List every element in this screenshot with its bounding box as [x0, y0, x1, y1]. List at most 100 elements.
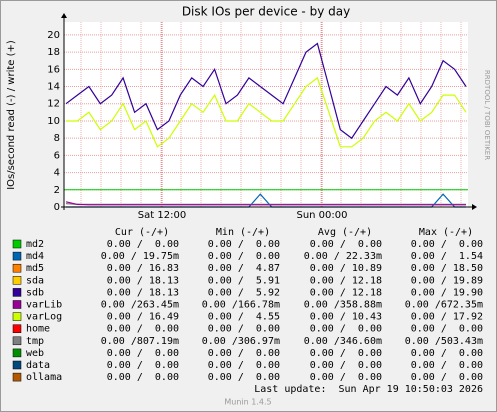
- legend-cell: 0.00 / 0.00: [208, 360, 280, 371]
- legend-cell: 0.00 /503.43m: [405, 336, 483, 347]
- legend-swatch: [12, 288, 22, 297]
- arrow: [472, 204, 477, 210]
- legend-name: md2: [26, 239, 44, 250]
- legend-cell: 0.00 / 10.43: [310, 312, 382, 323]
- legend-cell: 0.00 / 0.00: [310, 239, 382, 250]
- legend-cell: 0.00 /166.78m: [202, 300, 280, 311]
- legend-name: md5: [26, 263, 44, 274]
- legend-name: data: [26, 360, 50, 371]
- legend-cell: 0.00 / 0.00: [107, 360, 179, 371]
- legend-header: Cur (-/+): [115, 227, 169, 238]
- legend-cell: 0.00 / 0.00: [310, 360, 382, 371]
- legend-cell: 0.00 / 0.00: [208, 251, 280, 262]
- legend-cell: 0.00 / 4.87: [208, 263, 280, 274]
- legend-name: tmp: [26, 336, 44, 347]
- legend-cell: 0.00 / 0.00: [107, 239, 179, 250]
- legend-cell: 0.00 / 0.00: [411, 372, 483, 383]
- x-tick-label: Sat 12:00: [138, 210, 186, 221]
- legend-name: varLib: [26, 300, 62, 311]
- legend-cell: 0.00 / 1.54: [411, 251, 483, 262]
- series-line: [65, 201, 466, 206]
- legend-cell: 0.00 /807.19m: [101, 336, 179, 347]
- legend-cell: 0.00 /346.60m: [304, 336, 382, 347]
- legend-cell: 0.00 / 18.13: [107, 275, 179, 286]
- series-line: [66, 76, 467, 148]
- legend-cell: 0.00 / 0.00: [310, 348, 382, 359]
- legend-cell: 0.00 / 10.89: [310, 263, 382, 274]
- legend-cell: 0.00 / 0.00: [310, 324, 382, 335]
- legend-cell: 0.00 /306.97m: [202, 336, 280, 347]
- arrow: [61, 13, 67, 18]
- y-tick-label: 0: [54, 202, 60, 213]
- legend-name: sdb: [26, 287, 44, 298]
- legend-cell: 0.00 / 17.92: [411, 312, 483, 323]
- legend-swatch: [12, 360, 22, 370]
- legend-cell: 0.00 /263.45m: [101, 300, 179, 311]
- y-tick-label: 14: [47, 82, 60, 93]
- legend-cell: 0.00 / 4.55: [208, 312, 280, 323]
- y-tick-label: 16: [47, 64, 60, 75]
- legend-swatch: [12, 372, 22, 382]
- legend-cell: 0.00 / 0.00: [411, 348, 483, 359]
- y-tick-label: 2: [54, 185, 60, 196]
- legend-cell: 0.00 / 0.00: [411, 239, 483, 250]
- y-tick-label: 10: [47, 116, 60, 127]
- legend-cell: 0.00 / 0.00: [208, 372, 280, 383]
- legend-cell: 0.00 / 0.00: [107, 348, 179, 359]
- last-update: Last update: Sun Apr 19 10:50:03 2026: [254, 384, 483, 395]
- y-axis-label: IOs/second read (-) / write (+): [6, 40, 17, 190]
- y-tick-label: 20: [47, 30, 60, 41]
- legend-swatch: [12, 263, 22, 273]
- legend-cell: 0.00 /672.35m: [405, 300, 483, 311]
- legend-cell: 0.00 / 16.83: [107, 263, 179, 274]
- legend-cell: 0.00 / 12.18: [310, 275, 382, 286]
- plot-area: [64, 22, 468, 208]
- y-tick-label: 18: [47, 47, 60, 58]
- legend-swatch: [12, 312, 22, 321]
- chart-title: Disk IOs per device - by day: [182, 5, 350, 19]
- legend-cell: 0.00 / 16.49: [107, 312, 179, 323]
- legend-cell: 0.00 / 0.00: [107, 372, 179, 383]
- legend-cell: 0.00 / 0.00: [208, 348, 280, 359]
- legend-name: home: [26, 324, 50, 335]
- legend-name: web: [26, 348, 44, 359]
- legend-header: Avg (-/+): [318, 227, 372, 238]
- side-text: RRDTOOL / TOBI OETIKER: [483, 70, 491, 160]
- legend-swatch: [12, 336, 22, 346]
- legend-swatch: [12, 348, 22, 358]
- legend-swatch: [12, 276, 22, 285]
- legend-header: Min (-/+): [216, 227, 270, 238]
- legend-name: md4: [26, 251, 44, 262]
- x-tick-label: Sun 00:00: [296, 210, 347, 221]
- legend-cell: 0.00 / 0.00: [208, 239, 280, 250]
- legend-cell: 0.00 / 0.00: [208, 324, 280, 335]
- legend-cell: 0.00 / 19.89: [411, 275, 483, 286]
- legend-swatch: [12, 239, 22, 249]
- legend-cell: 0.00 / 0.00: [310, 372, 382, 383]
- legend-cell: 0.00 / 18.50: [411, 263, 483, 274]
- legend-cell: 0.00 / 22.33m: [304, 251, 382, 262]
- legend-cell: 0.00 /358.88m: [304, 300, 382, 311]
- legend-cell: 0.00 / 19.90: [411, 287, 483, 298]
- legend-cell: 0.00 / 0.00: [411, 360, 483, 371]
- legend-swatch: [12, 324, 22, 333]
- legend-name: sda: [26, 275, 44, 286]
- legend-swatch: [12, 251, 22, 261]
- legend-name: ollama: [26, 372, 62, 383]
- legend-cell: 0.00 / 12.18: [310, 287, 382, 298]
- legend-cell: 0.00 / 5.91: [208, 275, 280, 286]
- series-line: [65, 42, 467, 140]
- legend-cell: 0.00 / 19.75m: [101, 251, 179, 262]
- y-tick-label: 4: [54, 168, 60, 179]
- y-tick-label: 8: [54, 133, 60, 144]
- legend-name: varLog: [26, 312, 62, 323]
- legend-swatch: [12, 300, 22, 309]
- legend-header: Max (-/+): [419, 227, 473, 238]
- footer: Munin 1.4.5: [224, 398, 271, 407]
- y-tick-label: 6: [54, 150, 60, 161]
- legend-cell: 0.00 / 5.92: [208, 287, 280, 298]
- legend-cell: 0.00 / 0.00: [411, 324, 483, 335]
- legend-cell: 0.00 / 0.00: [107, 324, 179, 335]
- y-tick-label: 12: [47, 99, 60, 110]
